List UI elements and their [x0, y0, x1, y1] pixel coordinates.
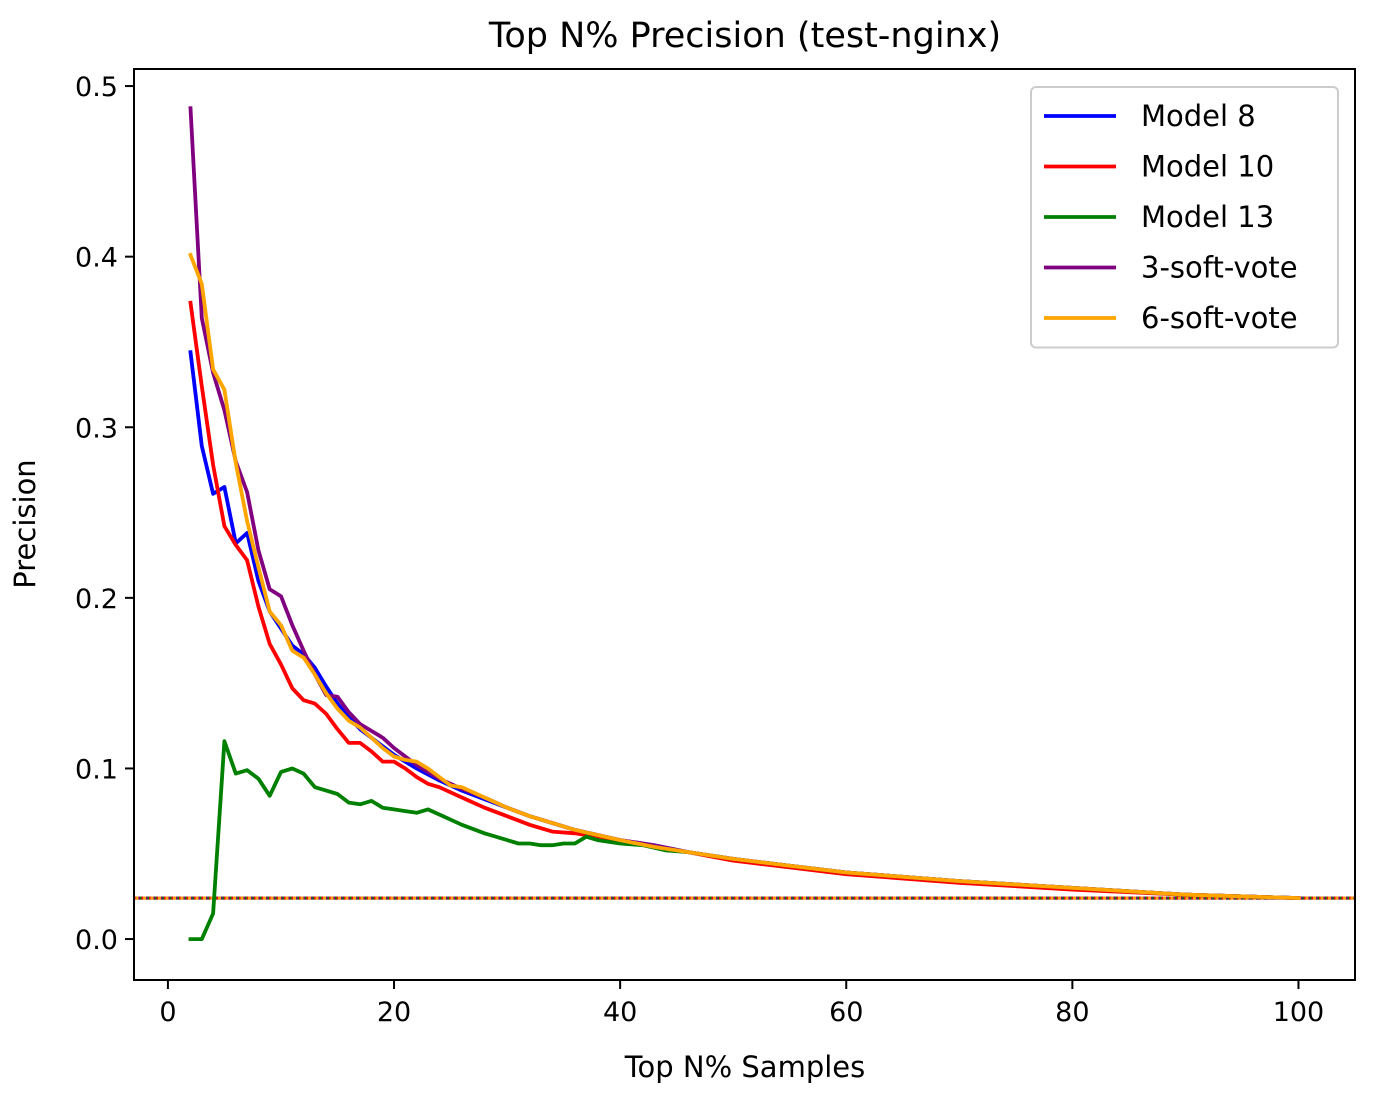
- axes: 0 20 40 60 80 100 0.0 0.1 0.2 0.3 0.4 0.5: [75, 68, 1356, 1028]
- x-tick-label: 20: [377, 997, 411, 1028]
- y-tick-label: 0.5: [75, 72, 118, 103]
- plot-area: [134, 106, 1355, 941]
- y-tick-label: 0.1: [75, 754, 118, 785]
- chart-title: Top N% Precision (test-nginx): [488, 16, 1001, 56]
- x-axis-title: Top N% Samples: [624, 1050, 865, 1084]
- legend-label: Model 10: [1141, 150, 1274, 184]
- plot-frame: [133, 68, 1356, 981]
- legend-label: 3-soft-vote: [1141, 251, 1298, 285]
- legend-box: [1030, 86, 1339, 349]
- legend-label: Model 8: [1141, 99, 1256, 133]
- legend-label: Model 13: [1141, 200, 1274, 234]
- series-line-6-soft-vote: [188, 252, 1301, 901]
- y-tick-label: 0.0: [75, 925, 118, 956]
- x-tick-label: 100: [1273, 997, 1325, 1028]
- x-tick-label: 0: [159, 997, 176, 1028]
- x-tick-label: 80: [1055, 997, 1089, 1028]
- y-tick-label: 0.4: [75, 243, 118, 274]
- y-axis-title: Precision: [8, 459, 42, 588]
- y-tick-label: 0.3: [75, 413, 118, 444]
- legend: Model 8 Model 10 Model 13 3-soft-vote 6-soft…: [1030, 86, 1339, 349]
- x-tick-label: 60: [829, 997, 863, 1028]
- x-tick-label: 40: [603, 997, 637, 1028]
- y-tick-label: 0.2: [75, 584, 118, 615]
- legend-label: 6-soft-vote: [1141, 301, 1298, 335]
- series-group: [134, 106, 1355, 941]
